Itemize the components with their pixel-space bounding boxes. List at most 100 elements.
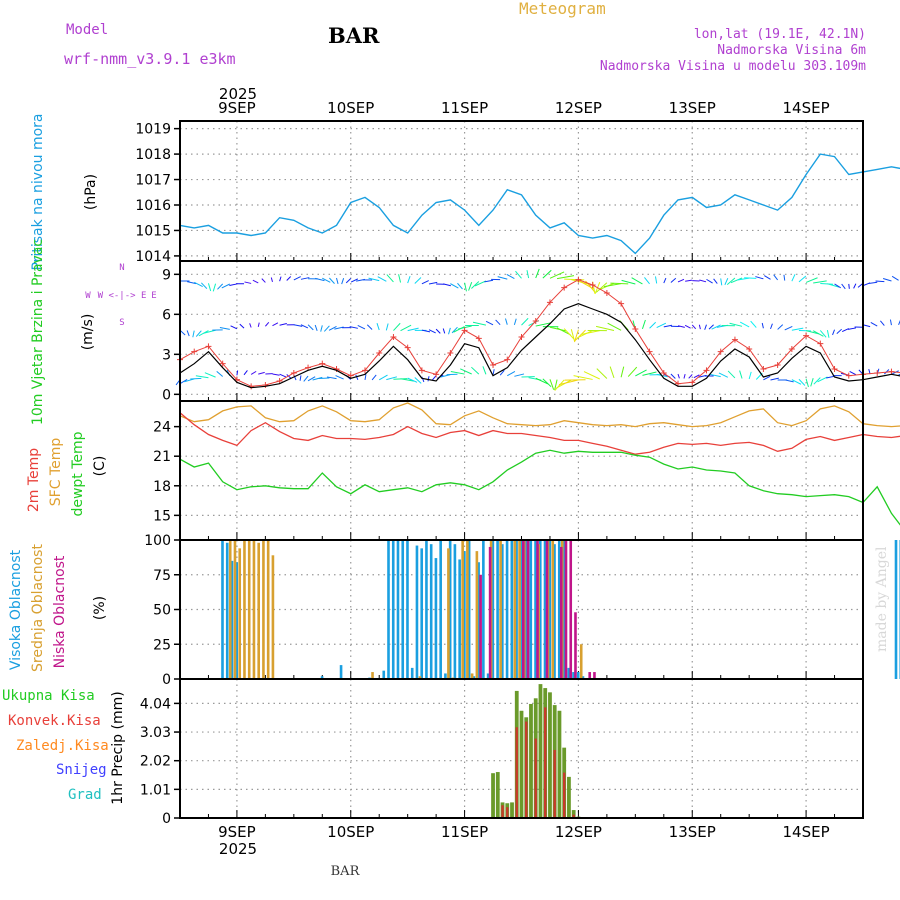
temperature-ytick-label: 24 — [153, 420, 171, 436]
wind-vector — [364, 374, 367, 381]
wind-vector — [755, 276, 764, 280]
wind-vector — [720, 278, 723, 286]
wind-vector — [770, 377, 779, 381]
wind-vector — [513, 318, 517, 325]
cloud-high-bar — [510, 540, 514, 679]
wind-gust-point — [276, 378, 283, 384]
wind-gust-point — [774, 362, 781, 368]
wind-vector — [378, 374, 388, 381]
wind-vector — [556, 275, 575, 280]
wind-gust-point — [390, 334, 397, 340]
wind-vector — [621, 279, 636, 285]
cloud-high-bar — [448, 540, 452, 679]
wind-vector — [299, 375, 302, 381]
cloud-high-bar — [496, 540, 499, 679]
wind-vector — [610, 282, 629, 285]
wind-vector — [813, 280, 827, 284]
wind-gust-point — [603, 290, 610, 296]
pressure-series-line — [179, 153, 900, 255]
precip-ytick-label: 2.02 — [140, 754, 171, 770]
wind-vector — [798, 378, 806, 386]
clouds-ytick-label: 75 — [153, 568, 171, 584]
wind-vector — [791, 274, 796, 282]
cloud-mid-bar — [499, 540, 502, 679]
wind-vector — [230, 325, 238, 330]
wind-vector — [207, 283, 212, 292]
wind-vector — [549, 326, 567, 332]
precip-label-snow: Snijeg — [56, 762, 107, 778]
wind-ytick-label: 6 — [162, 307, 171, 323]
cloud-high-bar — [410, 667, 414, 679]
cloud-mid-bar — [418, 676, 422, 679]
wind-vector — [770, 323, 773, 330]
precip-conv-bar — [534, 738, 537, 818]
wind-ytick-label: 9 — [162, 267, 171, 283]
wind-vector — [421, 280, 429, 285]
cloud-mid-bar — [518, 540, 521, 679]
wind-gust-point — [333, 366, 340, 372]
cloud-high-bar — [225, 542, 229, 679]
cloud-low-bar — [593, 672, 596, 679]
cloud-high-bar — [562, 540, 566, 679]
wind-vector — [693, 374, 700, 379]
cloud-low-bar — [564, 540, 568, 679]
cloud-high-bar — [463, 551, 466, 679]
precip-frame — [179, 678, 864, 819]
wind-vector — [190, 377, 202, 380]
wind-vector — [748, 371, 752, 380]
wind-vector — [187, 281, 197, 285]
wind-vector — [293, 324, 303, 327]
wind-vector — [320, 325, 323, 332]
wind-vector — [805, 378, 809, 388]
wind-vector — [443, 283, 451, 287]
x-label-bottom: 11SEP — [441, 823, 488, 841]
cloud-high-bar — [458, 559, 461, 679]
wind-gust-point — [532, 318, 539, 324]
cloud-low-bar — [545, 540, 549, 679]
cloud-high-bar — [581, 676, 585, 679]
wind-gust-point — [618, 300, 625, 307]
wind-vector — [400, 378, 414, 382]
cloud-high-bar — [557, 540, 561, 679]
cloud-high-bar — [420, 548, 424, 679]
wind-vector — [603, 283, 622, 288]
wind-gust-point — [589, 282, 596, 288]
wind-gust-point — [205, 343, 212, 350]
pressure-ytick-label: 1014 — [135, 249, 171, 265]
compass-n: N — [119, 263, 124, 273]
wind-vector — [576, 330, 593, 339]
station-title: BAR — [328, 23, 380, 48]
wind-vector — [832, 329, 836, 336]
wind-vector — [252, 279, 259, 284]
wind-vector — [386, 274, 394, 283]
cloud-high-bar — [401, 540, 405, 679]
cloud-high-bar — [406, 540, 409, 679]
cloud-mid-bar — [470, 673, 474, 679]
cloud-high-bar — [505, 540, 509, 679]
wind-vector — [834, 283, 841, 289]
sfc-temp-line — [179, 402, 900, 428]
cloud-high-bar — [524, 540, 528, 679]
wind-vector — [826, 330, 830, 338]
wind-vector — [192, 330, 195, 338]
wind-vector — [216, 370, 224, 377]
wind-vector — [882, 278, 892, 282]
wind-vector — [750, 320, 757, 328]
cloud-high-bar — [534, 540, 537, 679]
wind-vector — [328, 325, 337, 331]
wind-gust-point — [803, 332, 810, 339]
cloud-low-bar — [526, 540, 530, 679]
pressure-ytick-label: 1017 — [135, 173, 171, 189]
pressure-ytick-label: 1016 — [135, 198, 171, 214]
wind-vector — [322, 277, 331, 283]
wind-vector — [398, 274, 402, 283]
wind-vector — [644, 277, 650, 285]
wind-gust-point — [888, 368, 895, 375]
cloud-high-bar — [391, 540, 395, 679]
x-label-top: 10SEP — [327, 99, 374, 117]
wind-vector — [258, 371, 265, 375]
cloud-high-bar — [434, 558, 438, 679]
wind-vector — [474, 280, 487, 287]
wind-vector — [620, 366, 625, 378]
wind-vector — [627, 366, 638, 377]
